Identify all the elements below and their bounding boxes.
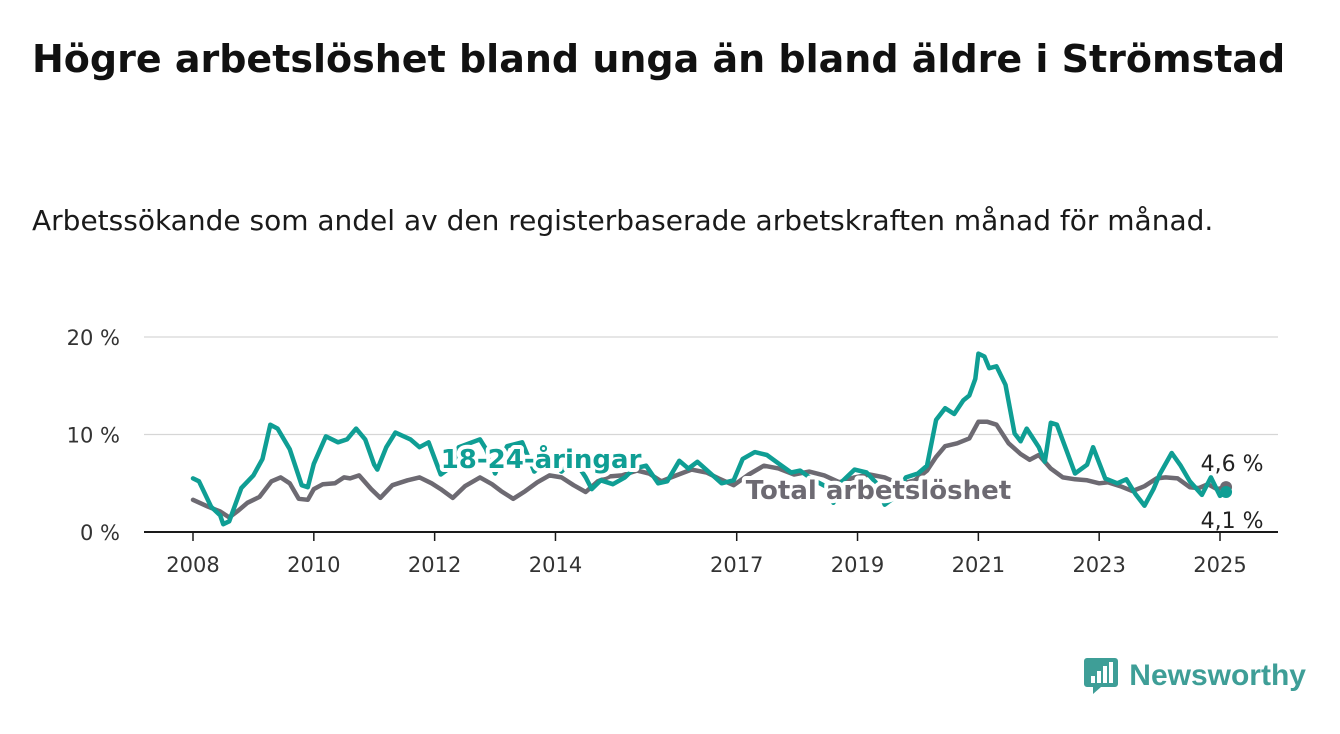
x-tick-label: 2012 <box>408 553 461 577</box>
axes: 0 % 10 % 20 % 2008 2010 2012 2014 2017 2019 2021 2… <box>67 326 1278 577</box>
x-tick-label: 2008 <box>166 553 219 577</box>
grid-lines <box>144 336 1278 436</box>
bar-chart-logo-icon <box>1084 658 1119 694</box>
x-tick-label: 2017 <box>710 553 763 577</box>
x-tick-label: 2014 <box>529 553 582 577</box>
line-chart: 0 % 10 % 20 % 2008 2010 2012 2014 2017 2019 2021 2… <box>67 326 1278 577</box>
x-tick-label: 2023 <box>1072 553 1125 577</box>
x-tick-label: 2025 <box>1193 553 1246 577</box>
x-tick-label: 2021 <box>952 553 1005 577</box>
y-tick-label: 20 % <box>67 326 120 350</box>
x-tick-label: 2019 <box>831 553 884 577</box>
series-name-label: Total arbetslöshet <box>746 476 1011 506</box>
series-line-youth <box>190 351 1229 527</box>
y-tick-label: 0 % <box>80 521 120 545</box>
series-name-label: 18-24-åringar <box>441 443 642 475</box>
series-line-total <box>190 419 1229 520</box>
x-tick-label: 2010 <box>287 553 340 577</box>
series-end-point <box>1220 486 1233 499</box>
y-tick-label: 10 % <box>67 424 120 448</box>
series-labels: 4,6 % 4,1 % 18-24-åringar Total arbetslöshe… <box>437 439 1264 534</box>
series-lines <box>190 351 1233 527</box>
page-title: Högre arbetslöshet bland unga än bland ä… <box>32 37 1286 81</box>
series-end-label: 4,6 % <box>1201 452 1264 477</box>
brand-logo: Newsworthy <box>1083 656 1306 696</box>
page-subtitle: Arbetssökande som andel av den registerb… <box>32 204 1214 237</box>
brand-name: Newsworthy <box>1129 659 1306 692</box>
series-end-label: 4,1 % <box>1201 509 1264 534</box>
